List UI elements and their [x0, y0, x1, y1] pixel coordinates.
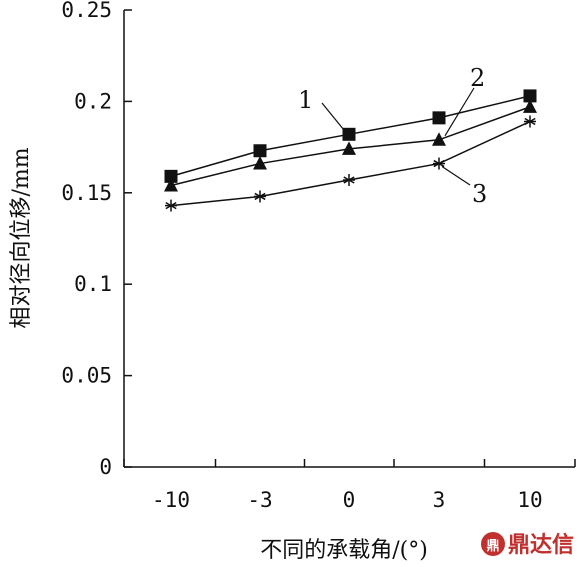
data-point-asterisk	[433, 157, 445, 170]
y-tick-label: 0.2	[74, 89, 112, 113]
x-axis-title: 不同的承载角/(°)	[260, 538, 428, 563]
y-tick-label: 0.25	[61, 0, 112, 22]
watermark-text: 鼎达信	[508, 532, 574, 558]
series-layer	[164, 89, 537, 212]
y-tick-label: 0.15	[61, 181, 112, 205]
data-point-square	[432, 111, 446, 125]
series-3	[165, 115, 536, 212]
x-tick-label: 0	[343, 488, 356, 512]
x-tick-label: -3	[247, 488, 272, 512]
series-2	[164, 99, 537, 192]
data-point-asterisk	[165, 199, 177, 212]
data-point-triangle	[164, 177, 178, 192]
data-point-triangle	[253, 156, 267, 170]
data-point-asterisk	[254, 190, 266, 203]
data-point-triangle	[432, 132, 446, 146]
data-point-asterisk	[524, 115, 536, 128]
x-tick-label: 3	[433, 488, 446, 512]
watermark-logo: 鼎 鼎达信	[481, 532, 574, 558]
x-tick-label: -10	[152, 488, 190, 512]
leader-line	[441, 166, 471, 186]
data-point-asterisk	[343, 174, 355, 187]
data-point-square	[342, 127, 356, 141]
y-tick-label: 0.05	[61, 364, 112, 388]
data-point-square	[253, 144, 267, 158]
svg-text:鼎: 鼎	[486, 539, 499, 554]
series-label: 1	[298, 86, 313, 114]
series-labels: 1 2 3	[298, 64, 487, 208]
leader-line	[321, 102, 346, 132]
data-point-square	[164, 169, 178, 183]
data-point-triangle	[342, 141, 356, 155]
y-tick-label: 0	[99, 455, 112, 479]
x-tick-label: 10	[517, 488, 542, 512]
data-point-triangle	[523, 99, 537, 113]
axes: 0 0.05 0.1 0.15 0.2 0.25 -10 -3 0 3 10	[61, 0, 576, 512]
leader-line	[444, 87, 475, 137]
y-tick-label: 0.1	[74, 272, 112, 296]
series-label: 3	[472, 180, 487, 208]
series-label: 2	[470, 64, 485, 92]
data-point-square	[523, 89, 537, 103]
y-axis-title: 相对径向位移/mm	[9, 147, 34, 328]
series-1	[164, 89, 537, 183]
